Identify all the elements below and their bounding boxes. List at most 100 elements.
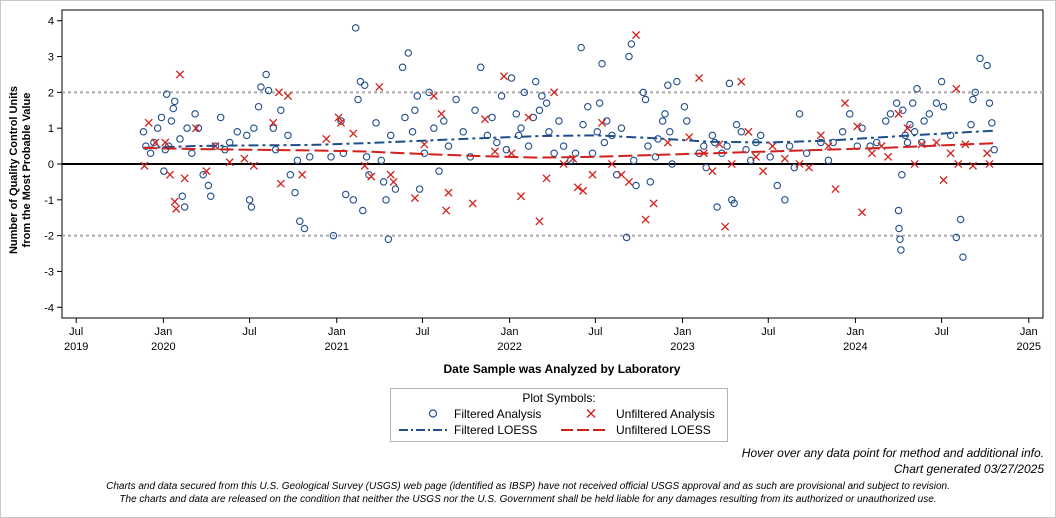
- legend-circle-icon: [428, 409, 438, 418]
- unfiltered-analysis-point: [649, 199, 658, 208]
- unfiltered-analysis-point: [744, 127, 753, 136]
- filtered-analysis-point: [625, 52, 633, 61]
- unfiltered-analysis-point: [884, 152, 893, 161]
- x-tick-year-label: 2021: [324, 341, 348, 353]
- unfiltered-analysis-point: [910, 159, 919, 169]
- unfiltered-analysis-point: [588, 170, 597, 179]
- x-tick-year-label: 2020: [151, 341, 175, 353]
- filtered-analysis-point: [588, 149, 597, 158]
- unfiltered-analysis-point: [535, 217, 544, 226]
- filtered-analysis-point: [881, 117, 890, 125]
- filtered-analysis-point: [700, 142, 708, 150]
- filtered-analysis-point: [386, 131, 395, 140]
- unfiltered-analysis-point: [269, 118, 278, 127]
- filtered-analysis-point: [917, 138, 926, 147]
- unfiltered-analysis-point: [831, 185, 840, 194]
- filtered-analysis-point: [910, 128, 919, 136]
- legend: Plot Symbols: Filtered Analysis Unfilter…: [390, 388, 728, 442]
- filtered-analysis-point: [362, 153, 371, 161]
- filtered-analysis-point: [327, 153, 335, 161]
- unfiltered-analysis-point: [824, 142, 833, 151]
- y-axis-label-line2: from the Most Probable Value: [21, 92, 33, 248]
- x-tick-label: Jul: [415, 326, 429, 338]
- filtered-analysis-point: [291, 188, 299, 197]
- filtered-analysis-point: [668, 160, 676, 168]
- filtered-analysis-point: [286, 170, 295, 179]
- filtered-analysis-point: [250, 124, 258, 132]
- unfiltered-analysis-point: [758, 167, 768, 176]
- filtered-analysis-point: [673, 77, 681, 86]
- filtered-analysis-point: [142, 142, 150, 150]
- filtered-analysis-point: [384, 235, 393, 243]
- filtered-analysis-point: [359, 206, 367, 215]
- x-tick-label: Jan: [328, 326, 346, 338]
- filtered-analysis-point: [507, 74, 516, 82]
- unfiltered-analysis-point: [550, 88, 559, 97]
- filtered-analysis-point: [377, 156, 386, 165]
- x-tick-year-label: 2024: [843, 341, 867, 353]
- filtered-analysis-point: [664, 81, 672, 89]
- filtered-analysis-point: [452, 95, 460, 104]
- filtered-analysis-point: [204, 181, 213, 190]
- unfiltered-analysis-point: [840, 99, 850, 108]
- x-tick-year-label: 2023: [670, 341, 694, 353]
- unfiltered-analysis-point: [578, 186, 588, 195]
- unfiltered-analysis-point: [276, 179, 285, 188]
- filtered-analysis-point: [411, 106, 419, 115]
- filtered-analysis-point: [512, 110, 521, 118]
- unfiltered-analysis-point: [490, 147, 500, 156]
- filtered-analysis-point: [435, 167, 443, 175]
- filtered-analysis-point: [555, 117, 563, 125]
- filtered-analysis-point: [956, 215, 965, 224]
- filtered-analysis-point: [584, 102, 592, 111]
- legend-item-unfiltered-loess: Unfiltered LOESS: [616, 423, 711, 437]
- filtered-analysis-point: [398, 63, 407, 72]
- filtered-analysis-point: [471, 106, 479, 115]
- unfiltered-analysis-point: [161, 138, 170, 147]
- unfiltered-analysis-point: [202, 167, 211, 176]
- filtered-analysis-point: [339, 149, 348, 158]
- y-axis-label: Number of Quality Control Units from the…: [8, 0, 36, 320]
- x-tick-label: Jul: [588, 326, 602, 338]
- filtered-analysis-point: [264, 86, 273, 95]
- unfiltered-analysis-point: [853, 122, 862, 131]
- filtered-analysis-point: [708, 131, 717, 140]
- y-tick-label: -1: [44, 195, 54, 207]
- filtered-analysis-point: [430, 124, 438, 132]
- y-tick-label: 4: [48, 16, 54, 28]
- filtered-analysis-point: [502, 145, 511, 154]
- unfiltered-analysis-point: [695, 73, 704, 83]
- unfiltered-analysis-point: [225, 158, 234, 167]
- filtered-analysis-point: [354, 95, 362, 104]
- filtered-analysis-point: [627, 40, 636, 48]
- unfiltered-analysis-point: [751, 152, 761, 161]
- filtered-analysis-point: [892, 99, 901, 107]
- filtered-analysis-point: [206, 192, 215, 200]
- filtered-analysis-point: [802, 149, 811, 158]
- filtered-analysis-point: [824, 156, 833, 165]
- filtered-analysis-point: [529, 113, 538, 122]
- unfiltered-analysis-point: [624, 177, 634, 186]
- filtered-analysis-point: [146, 149, 155, 158]
- filtered-analysis-point: [188, 149, 196, 158]
- unfiltered-analysis-point: [375, 82, 384, 92]
- filtered-analysis-point: [932, 99, 941, 107]
- filtered-analysis-point: [579, 120, 587, 129]
- filtered-analysis-point: [176, 135, 184, 143]
- unfiltered-analysis-point: [641, 215, 650, 224]
- filtered-analysis-point: [680, 102, 689, 111]
- unfiltered-analysis-point: [437, 109, 446, 118]
- filtered-analysis-point: [641, 95, 650, 104]
- disclaimer-line-1: Charts and data secured from this U.S. G…: [106, 481, 950, 492]
- filtered-analysis-point: [167, 117, 176, 125]
- filtered-analysis-point: [939, 102, 948, 111]
- unfiltered-analysis-point: [499, 72, 509, 81]
- filtered-analysis-point: [651, 153, 660, 161]
- filtered-loess-line: [143, 129, 995, 149]
- disclaimer-line-2: The charts and data are released on the …: [119, 494, 937, 505]
- legend-x-icon: [586, 409, 596, 418]
- unfiltered-analysis-point: [322, 134, 331, 143]
- filtered-analysis-point: [517, 124, 525, 132]
- unfiltered-analysis-point: [386, 170, 395, 179]
- filtered-analysis-point: [300, 224, 309, 233]
